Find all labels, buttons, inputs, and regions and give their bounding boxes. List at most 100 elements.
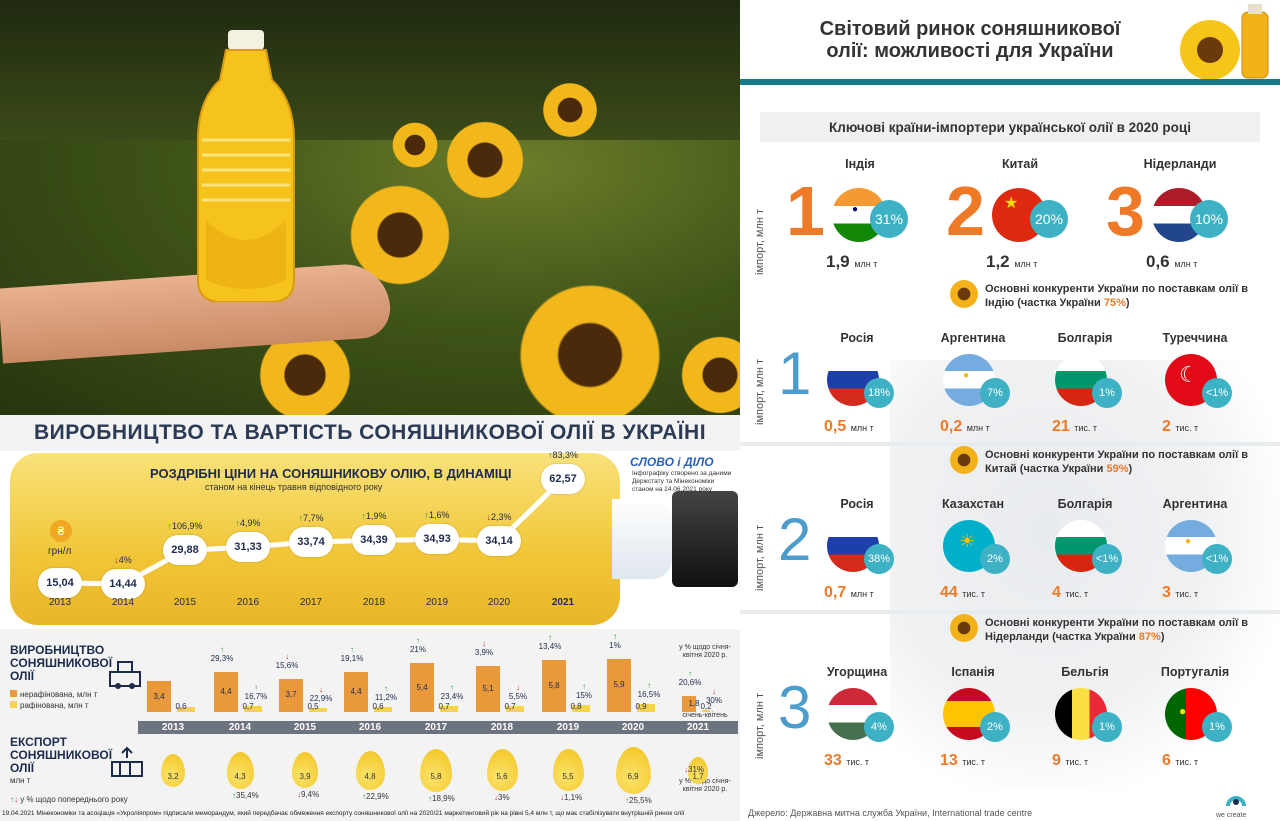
- legend-refined: рафінована, млн т: [10, 701, 89, 710]
- importer-pct-badge: 20%: [1030, 200, 1068, 238]
- prod-note-2021: у % щодо січня-квітня 2020 р.: [679, 644, 731, 659]
- competitor-value-unit: тис. т: [1065, 589, 1089, 599]
- export-drop-mark: [161, 753, 185, 787]
- sunflower: [540, 80, 600, 140]
- competitor-value-number: 6: [1162, 752, 1176, 769]
- export-change-label: ↑22,9%: [362, 792, 402, 801]
- group-share: 87%: [1138, 631, 1161, 643]
- competitor-pct-badge: 7%: [980, 378, 1010, 408]
- price-year-label: 2015: [173, 597, 197, 608]
- bar-refined: [374, 706, 392, 712]
- bar-change-label: ↑ 16,7%: [241, 683, 271, 701]
- change-value: 15%: [575, 690, 592, 700]
- right-title: Світовий ринок соняшникової олії: можливо…: [819, 18, 1121, 62]
- bar-refined: [572, 704, 590, 712]
- bar-change-label: ↑ 23,4%: [437, 683, 467, 701]
- bar-change-label: ↑ 15%: [569, 682, 599, 700]
- sunflower: [505, 285, 675, 425]
- competitor-pct-badge: 38%: [864, 544, 894, 574]
- change-value: 21%: [409, 645, 426, 655]
- arrow-up-icon: ↑: [625, 795, 629, 805]
- main-title: ВИРОБНИЦТВО ТА ВАРТІСТЬ СОНЯШНИКОВОЇ ОЛІ…: [33, 421, 707, 444]
- sunflower-icon: [950, 446, 978, 474]
- competitor-country: Болгарія: [1057, 331, 1113, 345]
- change-value: 4,9%: [239, 518, 261, 529]
- competitor-value-number: 44: [940, 584, 963, 601]
- bar-unrefined-value: 3,4: [153, 691, 165, 701]
- bar-unrefined-value: 1,8: [688, 698, 700, 708]
- competitor-value-unit: тис. т: [1175, 757, 1199, 767]
- export-drop-mark: [552, 749, 584, 791]
- export-value: 3,9: [299, 772, 311, 781]
- competitor-value-unit: тис. т: [1175, 589, 1199, 599]
- change-value: 3%: [498, 793, 510, 802]
- bar-unrefined-value: 5,9: [613, 680, 625, 690]
- bar-change-label: ↓ 15,6%: [272, 652, 302, 670]
- competitor-pct-badge: 18%: [864, 378, 894, 408]
- competitor-country: Бельгія: [1061, 665, 1109, 679]
- sunflower-icon: [950, 280, 978, 308]
- competitor-value: 0,7 млн т: [824, 584, 874, 602]
- price-point-label: 33,74: [289, 526, 333, 557]
- price-year-label: 2013: [48, 597, 72, 608]
- competitor-value: 33 тис. т: [824, 752, 869, 770]
- competitor-value-number: 13: [940, 752, 963, 769]
- group-rank-3: 3: [778, 674, 812, 741]
- price-point-label: 15,04: [38, 567, 82, 598]
- competitor-value-unit: тис. т: [1175, 423, 1199, 433]
- left-panel: ВИРОБНИЦТВО ТА ВАРТІСТЬ СОНЯШНИКОВОЇ ОЛІ…: [0, 0, 740, 821]
- importer-value: 1,2 млн т: [986, 252, 1037, 272]
- competitor-value: 21 тис. т: [1052, 418, 1097, 436]
- change-value: 4%: [118, 555, 132, 566]
- year-band-label: 2014: [228, 722, 252, 733]
- change-value: 13,4%: [538, 641, 562, 651]
- importer-country: Китай: [1001, 157, 1039, 171]
- competitor-value-number: 0,7: [824, 584, 851, 601]
- bar-refined-value: 0,7: [504, 702, 516, 711]
- bar-unrefined: [410, 663, 434, 712]
- bar-unrefined: [542, 659, 566, 712]
- bar-change-label: ↓ 22,9%: [306, 685, 336, 703]
- axis-label: імпорт, млн т: [754, 208, 766, 275]
- year-band-label: 2016: [358, 722, 382, 733]
- price-chart-subtitle: станом на кінець травня відповідного рок…: [205, 482, 383, 492]
- arrow-up-icon: ↑: [232, 790, 236, 800]
- export-change-label: ↓1,1%: [560, 793, 600, 802]
- bar-refined-value: 0,6: [175, 702, 187, 711]
- bar-unrefined-value: 5,4: [416, 682, 428, 692]
- change-value: 106,9%: [171, 521, 203, 532]
- export-change-label: ↑35,4%: [232, 791, 272, 800]
- bar-refined-value: 0,2: [700, 702, 712, 711]
- factory-icon: [109, 661, 141, 689]
- competitor-value-number: 2: [1162, 418, 1176, 435]
- export-drop-mark: [486, 749, 518, 791]
- sunflower: [680, 330, 740, 420]
- group-title-text: Основні конкуренти України по поставкам …: [985, 283, 1249, 309]
- group-share: 75%: [1103, 297, 1126, 309]
- group-title-close: ): [1128, 463, 1133, 475]
- bar-unrefined-value: 4,4: [220, 687, 232, 697]
- importer-pct-badge: 10%: [1190, 200, 1228, 238]
- competitor-pct-badge: 1%: [1202, 712, 1232, 742]
- export-value: 1,7: [692, 772, 704, 781]
- competitor-pct-badge: 1%: [1092, 378, 1122, 408]
- change-value: 5,5%: [508, 691, 528, 701]
- oil-bottle: [197, 30, 295, 302]
- export-value: 3,2: [167, 772, 179, 781]
- competitor-value: 9 тис. т: [1052, 752, 1088, 770]
- competitor-value-unit: тис. т: [962, 757, 986, 767]
- arrow-down-icon: ↓: [494, 793, 498, 802]
- competitor-pct-badge: 2%: [980, 712, 1010, 742]
- competitor-pct-badge: <1%: [1202, 544, 1232, 574]
- change-value: 35,4%: [236, 790, 259, 800]
- competitor-country: Угорщина: [826, 665, 888, 679]
- arrow-up-icon: ↑: [167, 521, 172, 532]
- export-drop-mark: [420, 748, 452, 792]
- change-value: 22,9%: [309, 693, 333, 703]
- bar-unrefined: [344, 672, 368, 712]
- arrow-up-icon: ↑: [613, 631, 617, 641]
- competitor-country: Росія: [840, 497, 874, 511]
- change-value: 30%: [705, 696, 722, 706]
- group-title-text: Основні конкуренти України по поставкам …: [985, 617, 1249, 643]
- prod-sub-2021: січень-квітень: [682, 712, 728, 719]
